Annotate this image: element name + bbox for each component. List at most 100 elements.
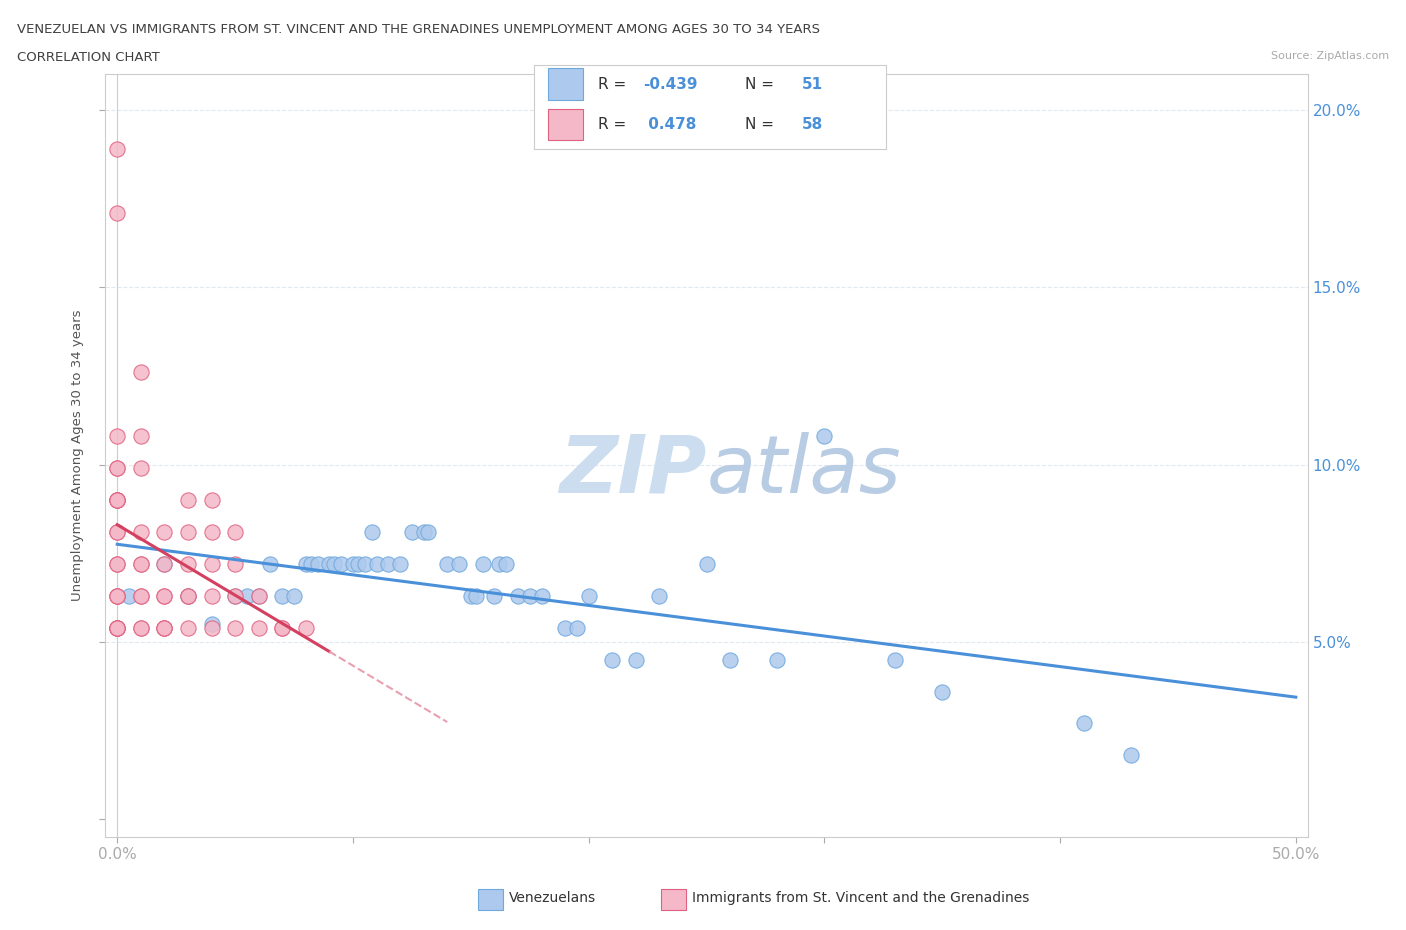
Point	[696, 556, 718, 571]
Point	[471, 556, 494, 571]
Point	[718, 652, 741, 667]
Point	[105, 620, 128, 635]
Point	[105, 556, 128, 571]
Point	[105, 429, 128, 444]
Point	[624, 652, 647, 667]
Text: 0.478: 0.478	[644, 117, 696, 132]
Point	[360, 525, 382, 539]
Point	[105, 525, 128, 539]
Point	[447, 556, 470, 571]
Point	[129, 556, 152, 571]
Point	[271, 620, 294, 635]
Point	[271, 620, 294, 635]
Point	[224, 620, 246, 635]
Bar	[548, 69, 583, 100]
Point	[484, 589, 506, 604]
Point	[236, 589, 259, 604]
Point	[495, 556, 517, 571]
Point	[488, 556, 510, 571]
Point	[323, 556, 346, 571]
Point	[460, 589, 482, 604]
Text: VENEZUELAN VS IMMIGRANTS FROM ST. VINCENT AND THE GRENADINES UNEMPLOYMENT AMONG : VENEZUELAN VS IMMIGRANTS FROM ST. VINCEN…	[17, 23, 820, 36]
Point	[346, 556, 368, 571]
Point	[766, 652, 789, 667]
Point	[295, 620, 318, 635]
Point	[1119, 748, 1142, 763]
Point	[565, 620, 588, 635]
Text: Immigrants from St. Vincent and the Grenadines: Immigrants from St. Vincent and the Gren…	[692, 891, 1029, 906]
Point	[105, 620, 128, 635]
Point	[153, 620, 176, 635]
Point	[177, 525, 200, 539]
Point	[578, 589, 600, 604]
Point	[200, 620, 222, 635]
Point	[129, 589, 152, 604]
Point	[299, 556, 322, 571]
Point	[259, 556, 281, 571]
Text: N =: N =	[745, 117, 779, 132]
Point	[105, 493, 128, 508]
Bar	[548, 109, 583, 140]
Point	[105, 620, 128, 635]
Point	[153, 589, 176, 604]
Point	[418, 525, 440, 539]
Text: N =: N =	[745, 77, 779, 92]
Point	[153, 620, 176, 635]
Point	[436, 556, 458, 571]
Point	[177, 589, 200, 604]
Point	[129, 365, 152, 379]
Point	[1073, 716, 1095, 731]
Point	[153, 556, 176, 571]
Point	[648, 589, 671, 604]
Text: -0.439: -0.439	[644, 77, 697, 92]
Point	[105, 460, 128, 475]
Point	[330, 556, 353, 571]
Point	[464, 589, 486, 604]
Point	[105, 589, 128, 604]
Point	[318, 556, 340, 571]
Point	[177, 620, 200, 635]
Point	[200, 617, 222, 631]
Point	[129, 429, 152, 444]
Point	[129, 589, 152, 604]
Point	[600, 652, 623, 667]
Point	[105, 589, 128, 604]
Point	[224, 556, 246, 571]
Point	[177, 589, 200, 604]
Point	[105, 556, 128, 571]
Point	[247, 620, 270, 635]
Text: 51: 51	[801, 77, 823, 92]
Point	[105, 493, 128, 508]
Point	[105, 620, 128, 635]
Point	[105, 493, 128, 508]
Point	[931, 684, 953, 699]
Point	[342, 556, 364, 571]
Point	[105, 206, 128, 220]
Point	[519, 589, 541, 604]
Point	[129, 460, 152, 475]
Point	[177, 556, 200, 571]
Point	[200, 589, 222, 604]
Point	[884, 652, 907, 667]
Point	[129, 525, 152, 539]
Point	[105, 493, 128, 508]
Point	[530, 589, 553, 604]
Text: Source: ZipAtlas.com: Source: ZipAtlas.com	[1271, 51, 1389, 61]
Point	[283, 589, 305, 604]
Point	[153, 556, 176, 571]
Point	[377, 556, 399, 571]
Point	[554, 620, 576, 635]
Point	[307, 556, 329, 571]
Point	[129, 620, 152, 635]
Point	[153, 525, 176, 539]
Point	[506, 589, 529, 604]
Point	[200, 525, 222, 539]
Text: ZIP: ZIP	[560, 432, 707, 510]
Point	[129, 620, 152, 635]
Point	[353, 556, 375, 571]
Point	[295, 556, 318, 571]
Text: atlas: atlas	[707, 432, 901, 510]
Point	[153, 589, 176, 604]
Y-axis label: Unemployment Among Ages 30 to 34 years: Unemployment Among Ages 30 to 34 years	[70, 310, 84, 602]
Point	[153, 620, 176, 635]
